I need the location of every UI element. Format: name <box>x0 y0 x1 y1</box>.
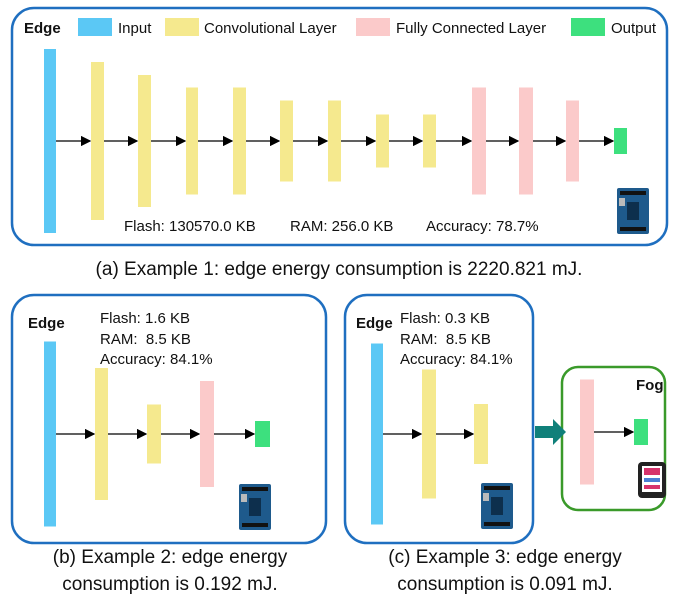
legend-label: Convolutional Layer <box>204 20 337 37</box>
metric: Flash: 0.3 KB <box>400 310 490 327</box>
panel-label: Edge <box>356 315 393 332</box>
arduino-part <box>242 523 268 527</box>
metric: Flash: 1.6 KB <box>100 310 190 327</box>
arduino-part <box>627 202 639 220</box>
legend-title: Edge <box>24 20 61 37</box>
caption: (c) Example 3: edge energy <box>388 547 622 568</box>
layer <box>95 368 108 500</box>
caption: (a) Example 1: edge energy consumption i… <box>96 259 583 280</box>
layer <box>371 344 383 525</box>
layer <box>422 370 436 499</box>
legend-label: Fully Connected Layer <box>396 20 546 37</box>
arduino-part <box>620 227 646 231</box>
legend-label: Output <box>611 20 657 37</box>
legend-swatch <box>571 18 605 36</box>
layer <box>147 405 161 464</box>
arduino-part <box>484 486 510 490</box>
arduino-part <box>242 487 268 491</box>
diagram: Edge Input Convolutional Layer Fully Con… <box>0 0 677 597</box>
layer <box>474 404 488 464</box>
caption: consumption is 0.091 mJ. <box>397 574 612 595</box>
layer <box>328 101 341 182</box>
metric: Accuracy: 78.7% <box>426 218 539 235</box>
arduino-part <box>491 497 503 515</box>
layer <box>566 101 579 182</box>
arduino-part <box>619 198 625 206</box>
layer <box>634 419 648 445</box>
fog-label: Fog <box>636 377 664 394</box>
arduino-part <box>483 493 489 501</box>
metric: RAM: 256.0 KB <box>290 218 393 235</box>
layer <box>614 128 627 154</box>
legend-label: Input <box>118 20 152 37</box>
tablet-ui <box>644 485 660 489</box>
arduino-part <box>249 498 261 516</box>
layer <box>200 381 214 487</box>
arduino-part <box>620 191 646 195</box>
layer <box>233 88 246 195</box>
panel-label: Edge <box>28 315 65 332</box>
layer <box>472 88 486 195</box>
arduino-part <box>484 522 510 526</box>
metric: Accuracy: 84.1% <box>400 351 513 368</box>
caption: (b) Example 2: edge energy <box>53 547 288 568</box>
layer <box>580 380 594 485</box>
arduino-part <box>241 494 247 502</box>
metric: RAM: 8.5 KB <box>100 331 191 348</box>
layer <box>186 88 198 195</box>
layer <box>255 421 270 447</box>
layer <box>376 115 389 168</box>
metric: Accuracy: 84.1% <box>100 351 213 368</box>
legend-swatch <box>78 18 112 36</box>
tablet-ui <box>644 468 660 475</box>
metric: RAM: 8.5 KB <box>400 331 491 348</box>
caption: consumption is 0.192 mJ. <box>62 574 277 595</box>
tablet-icon <box>638 462 666 498</box>
legend-swatch <box>165 18 199 36</box>
layer <box>44 342 56 527</box>
layer <box>280 101 293 182</box>
layer <box>91 62 104 220</box>
layer <box>44 49 56 233</box>
layer <box>519 88 533 195</box>
layer <box>138 75 151 207</box>
layer <box>423 115 436 168</box>
metric: Flash: 130570.0 KB <box>124 218 256 235</box>
tablet-ui <box>644 478 660 482</box>
legend-swatch <box>356 18 390 36</box>
